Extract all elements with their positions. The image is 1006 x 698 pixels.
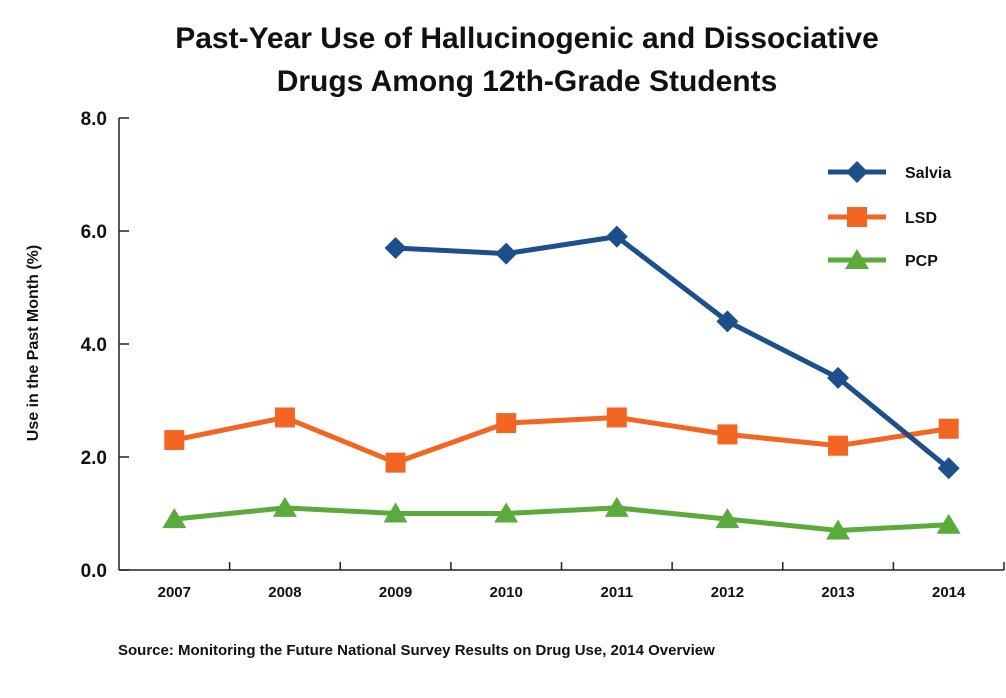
lsd-point <box>938 418 959 439</box>
salvia-point <box>827 366 850 389</box>
salvia-point <box>605 225 628 248</box>
series-pcp <box>162 496 961 540</box>
lsd-line <box>173 414 950 466</box>
pcp-point <box>162 508 187 529</box>
legend-label-pcp: PCP <box>905 253 938 270</box>
lsd-point <box>496 413 517 434</box>
legend-label-lsd: LSD <box>905 210 937 227</box>
y-axis-label: Use in the Past Month (%) <box>25 245 42 441</box>
lsd-point <box>717 424 738 445</box>
chart-title-line-1: Past-Year Use of Hallucinogenic and Diss… <box>175 22 879 55</box>
lsd-point <box>274 407 295 428</box>
x-axis-ticks: 2007 2008 2009 2010 2011 2012 2013 2014 <box>158 562 1005 601</box>
y-tick-label: 8.0 <box>81 109 107 130</box>
x-tick-label: 2010 <box>490 584 523 601</box>
pcp-point <box>715 508 740 529</box>
x-tick-label: 2012 <box>711 584 744 601</box>
axes <box>118 118 1004 571</box>
salvia-point <box>384 236 407 259</box>
salvia-point <box>716 310 739 333</box>
series-layer <box>162 225 961 540</box>
y-tick-label: 6.0 <box>81 222 107 243</box>
x-tick-label: 2007 <box>158 584 191 601</box>
y-tick-label: 0.0 <box>81 561 107 582</box>
x-tick-label: 2009 <box>379 584 412 601</box>
lsd-point <box>828 435 849 456</box>
salvia-point <box>495 242 518 265</box>
y-axis-ticks: 0.0 2.0 4.0 6.0 8.0 <box>81 109 129 582</box>
legend-swatch-marker <box>845 249 869 269</box>
legend-swatch-marker <box>847 207 867 227</box>
legend-label-salvia: Salvia <box>905 165 951 182</box>
x-tick-label: 2011 <box>601 584 634 601</box>
pcp-point <box>604 496 629 517</box>
salvia-line <box>395 234 951 471</box>
series-salvia <box>384 225 960 480</box>
pcp-line <box>174 505 949 533</box>
legend-item-salvia: Salvia <box>828 161 951 183</box>
x-tick-label: 2013 <box>821 584 854 601</box>
chart-title-line-2: Drugs Among 12th-Grade Students <box>277 65 778 98</box>
x-tick-label: 2014 <box>932 584 966 601</box>
pcp-point <box>826 519 851 540</box>
legend-item-pcp: PCP <box>828 249 938 270</box>
legend-item-lsd: LSD <box>828 207 937 227</box>
legend: Salvia LSD PCP <box>828 161 951 270</box>
lsd-point <box>164 430 185 451</box>
pcp-point <box>494 502 519 523</box>
lsd-point <box>385 452 406 473</box>
lsd-point <box>606 407 627 428</box>
pcp-point <box>272 496 297 517</box>
source-note: Source: Monitoring the Future National S… <box>118 642 715 659</box>
pcp-point <box>936 513 961 534</box>
series-lsd <box>164 407 959 473</box>
x-tick-label: 2008 <box>268 584 301 601</box>
legend-swatch-marker <box>846 161 868 183</box>
y-tick-label: 2.0 <box>81 448 107 469</box>
pcp-point <box>383 502 408 523</box>
salvia-point <box>937 457 960 480</box>
y-tick-label: 4.0 <box>81 335 107 356</box>
